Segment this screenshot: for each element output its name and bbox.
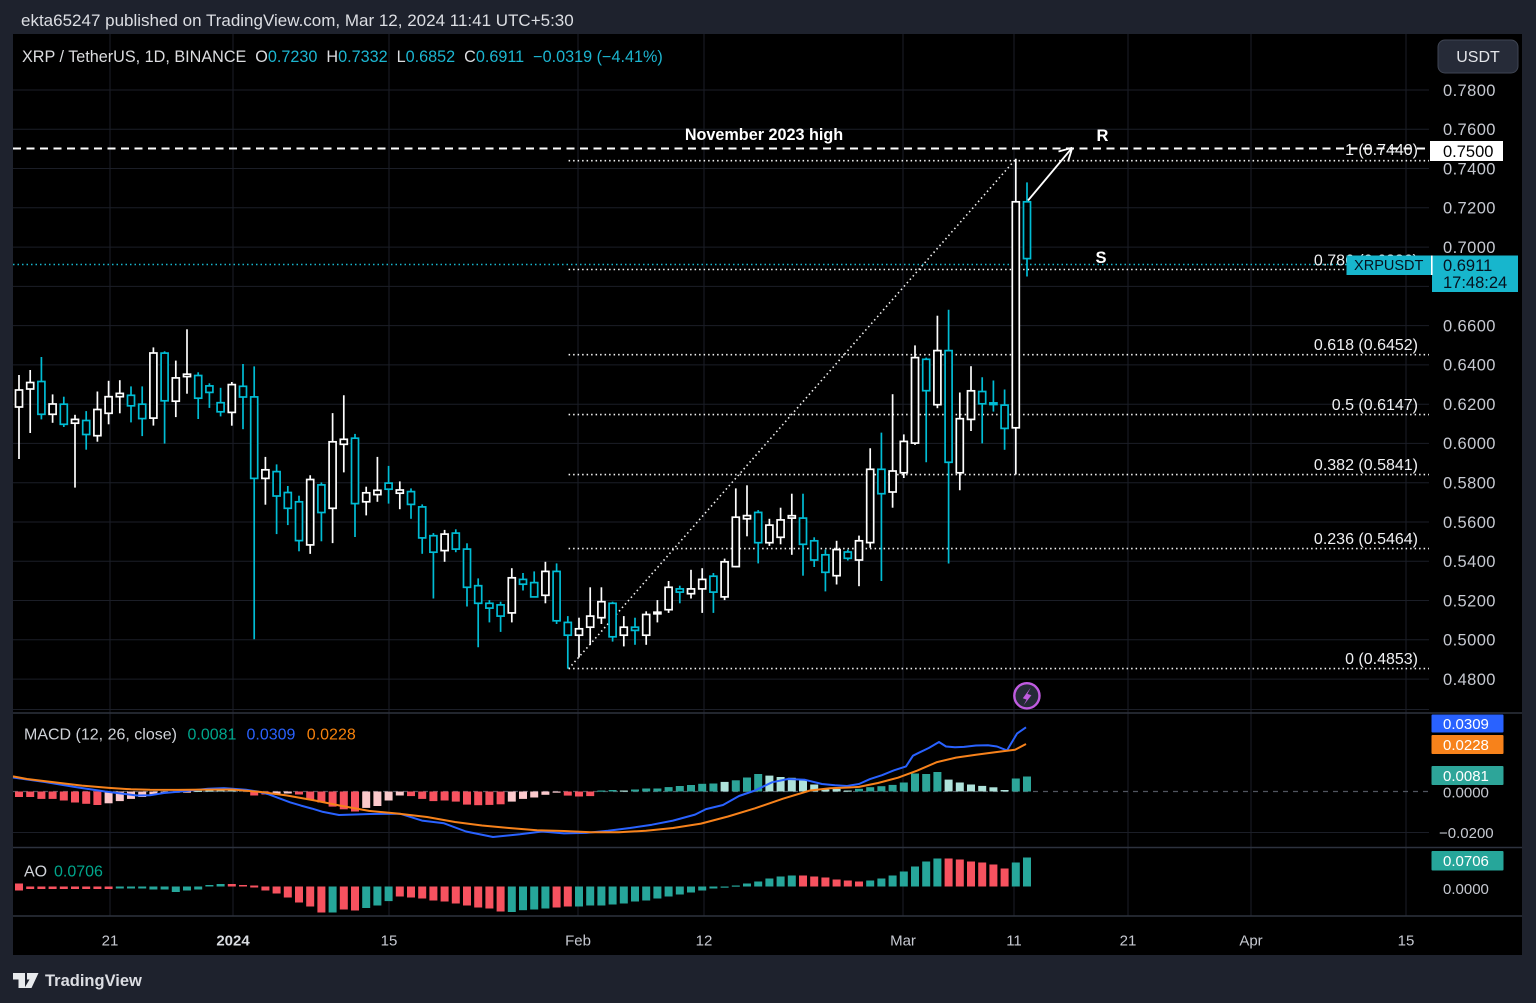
- svg-text:Apr: Apr: [1239, 933, 1262, 950]
- svg-text:ekta65247 published on Trading: ekta65247 published on TradingView.com, …: [21, 11, 574, 30]
- svg-text:AO: AO: [24, 864, 47, 881]
- svg-text:17:48:24: 17:48:24: [1443, 274, 1507, 292]
- svg-text:0.7800: 0.7800: [1443, 82, 1496, 100]
- svg-text:0.4800: 0.4800: [1443, 671, 1496, 689]
- svg-text:1 (0.7440): 1 (0.7440): [1345, 142, 1418, 159]
- svg-text:0.0706: 0.0706: [54, 864, 103, 881]
- svg-text:0.0081: 0.0081: [1443, 768, 1489, 785]
- svg-text:12: 12: [696, 933, 713, 950]
- svg-text:11: 11: [1006, 933, 1022, 950]
- svg-text:0.0309: 0.0309: [247, 727, 296, 744]
- svg-text:0.5800: 0.5800: [1443, 475, 1496, 493]
- svg-text:−0.0200: −0.0200: [1439, 825, 1494, 842]
- svg-text:0.618 (0.6452): 0.618 (0.6452): [1314, 337, 1418, 354]
- svg-text:0.6400: 0.6400: [1443, 357, 1496, 375]
- svg-text:0.5600: 0.5600: [1443, 514, 1496, 532]
- svg-text:21: 21: [1120, 933, 1137, 950]
- svg-text:0.7600: 0.7600: [1443, 121, 1496, 139]
- svg-text:0.7400: 0.7400: [1443, 160, 1496, 178]
- svg-text:21: 21: [102, 933, 119, 950]
- svg-text:15: 15: [381, 933, 398, 950]
- svg-text:XRPUSDT: XRPUSDT: [1354, 258, 1423, 274]
- svg-text:0 (0.4853): 0 (0.4853): [1345, 651, 1418, 668]
- svg-text:0.0000: 0.0000: [1443, 881, 1489, 898]
- svg-text:0.0000: 0.0000: [1443, 784, 1489, 801]
- svg-text:0.236 (0.5464): 0.236 (0.5464): [1314, 531, 1418, 548]
- svg-text:S: S: [1095, 249, 1106, 267]
- svg-text:0.0228: 0.0228: [307, 727, 356, 744]
- svg-text:XRP / TetherUS, 1D, BINANCE O: XRP / TetherUS, 1D, BINANCE O0.7230 H0.7…: [22, 48, 663, 66]
- svg-text:0.6000: 0.6000: [1443, 435, 1496, 453]
- svg-text:MACD (12, 26, close): MACD (12, 26, close): [24, 727, 177, 744]
- svg-text:R: R: [1097, 127, 1109, 145]
- svg-text:TradingView: TradingView: [45, 972, 142, 990]
- svg-text:0.0081: 0.0081: [188, 727, 237, 744]
- svg-text:0.6200: 0.6200: [1443, 396, 1496, 414]
- svg-text:USDT: USDT: [1456, 49, 1500, 66]
- svg-text:0.7200: 0.7200: [1443, 200, 1496, 218]
- svg-text:0.7500: 0.7500: [1443, 143, 1493, 161]
- svg-text:2024: 2024: [216, 933, 250, 950]
- svg-text:15: 15: [1398, 933, 1415, 950]
- svg-text:0.7000: 0.7000: [1443, 239, 1496, 257]
- svg-text:0.6911: 0.6911: [1443, 257, 1492, 275]
- svg-text:0.5400: 0.5400: [1443, 553, 1496, 571]
- svg-text:Feb: Feb: [565, 933, 591, 950]
- svg-text:0.6600: 0.6600: [1443, 317, 1496, 335]
- svg-text:0.5 (0.6147): 0.5 (0.6147): [1332, 397, 1418, 414]
- svg-text:November 2023 high: November 2023 high: [685, 126, 843, 144]
- svg-text:Mar: Mar: [890, 933, 916, 950]
- svg-text:0.0706: 0.0706: [1443, 853, 1489, 870]
- svg-text:0.5200: 0.5200: [1443, 592, 1496, 610]
- svg-text:0.0228: 0.0228: [1443, 737, 1489, 754]
- svg-text:0.5000: 0.5000: [1443, 632, 1496, 650]
- svg-text:0.0309: 0.0309: [1443, 716, 1489, 733]
- svg-text:0.382 (0.5841): 0.382 (0.5841): [1314, 457, 1418, 474]
